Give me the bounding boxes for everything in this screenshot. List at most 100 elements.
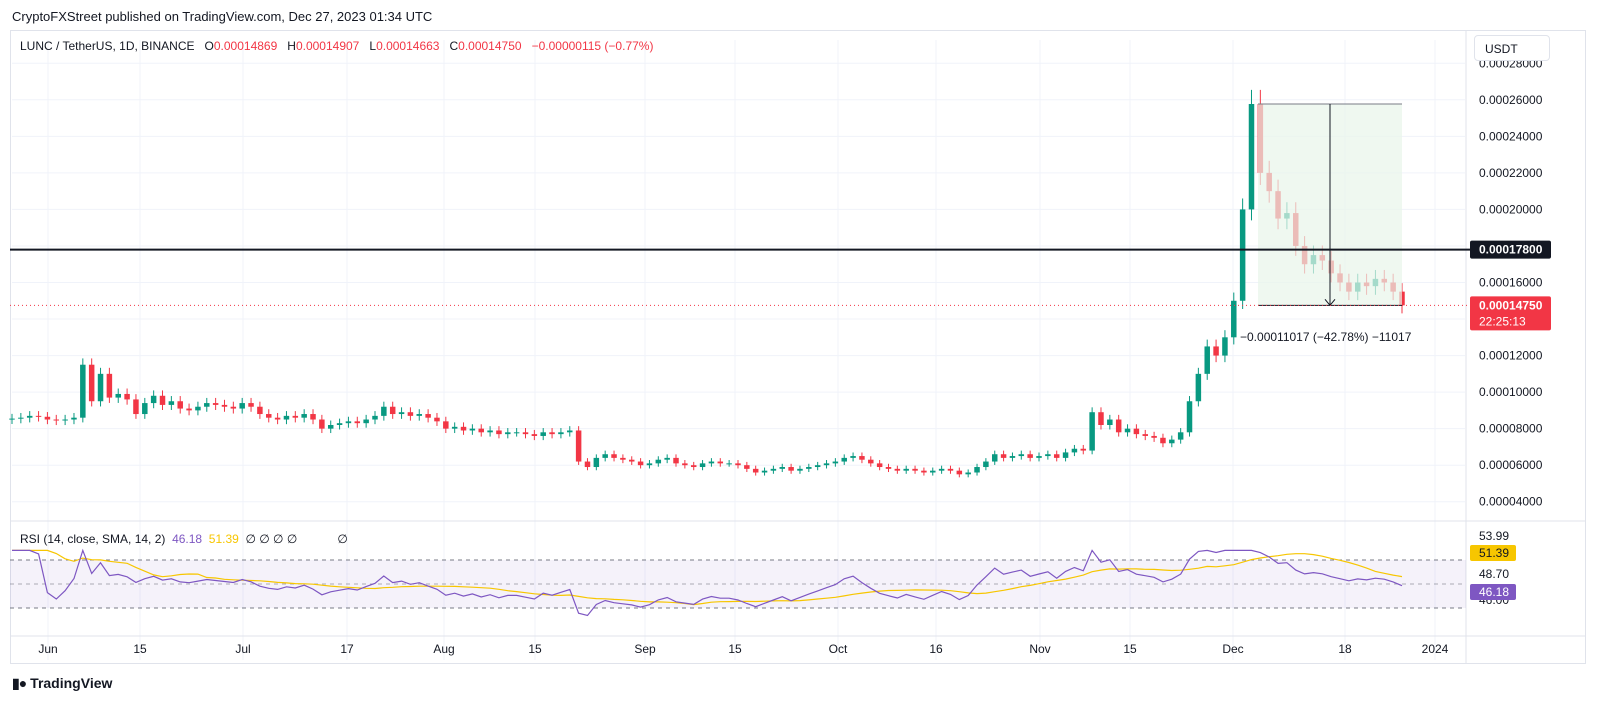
time-axis-label: Sep xyxy=(634,642,656,656)
candle-body xyxy=(531,434,538,436)
candle-body xyxy=(44,416,51,420)
time-axis-label: Dec xyxy=(1222,642,1243,656)
footer-logo-text: TradingView xyxy=(30,675,113,691)
candle-body xyxy=(841,457,847,462)
candle-body xyxy=(629,459,635,462)
candle-body xyxy=(788,467,794,471)
level-tag-text: 0.00017800 xyxy=(1479,243,1543,257)
candle-body xyxy=(974,467,980,473)
candle-body xyxy=(97,373,104,402)
candle-body xyxy=(26,415,33,418)
symbol-label[interactable]: LUNC / TetherUS, 1D, BINANCE xyxy=(20,39,195,53)
candle-body xyxy=(699,463,706,468)
candle-body xyxy=(319,419,325,429)
change-value: −0.00000115 (−0.77%) xyxy=(531,39,654,53)
candle-body xyxy=(1204,346,1210,374)
candle-body xyxy=(744,465,750,469)
low-value: 0.00014663 xyxy=(376,39,440,53)
candle-body xyxy=(487,430,493,433)
candle-body xyxy=(1239,209,1246,301)
candle-body xyxy=(1053,454,1060,458)
candle-body xyxy=(567,430,573,433)
candle-body xyxy=(637,461,644,466)
low-label: L xyxy=(369,39,377,53)
candle-body xyxy=(1248,104,1255,210)
candle-body xyxy=(221,404,228,407)
candle-body xyxy=(620,457,626,460)
candle-body xyxy=(354,421,361,424)
candle-body xyxy=(947,468,954,471)
candle-body xyxy=(389,406,396,415)
price-axis-tick: 0.00010000 xyxy=(1479,385,1543,399)
candle-body xyxy=(292,415,299,418)
rsi-tag-bg xyxy=(1470,584,1516,600)
time-axis-label: Oct xyxy=(829,642,848,656)
candle-body xyxy=(575,430,582,462)
candle-body xyxy=(1062,452,1069,458)
candle-body xyxy=(1160,437,1166,444)
footer-logo[interactable]: ▮● TradingView xyxy=(12,675,112,692)
candle-body xyxy=(814,465,821,468)
rsi-placeholder-extra: ∅ xyxy=(337,532,348,546)
rsi-title[interactable]: RSI (14, close, SMA, 14, 2) xyxy=(20,532,166,546)
candle-body xyxy=(602,454,608,458)
candle-body xyxy=(62,419,68,421)
candle-body xyxy=(230,406,237,409)
rsi-axis-tick: 53.99 xyxy=(1479,529,1509,543)
rsi-tag-text: 46.18 xyxy=(1479,585,1509,599)
candle-body xyxy=(177,401,183,409)
candle-body xyxy=(876,463,883,468)
candle-body xyxy=(752,468,759,473)
candle-body xyxy=(513,432,520,434)
candle-body xyxy=(195,406,201,411)
candle-body xyxy=(425,414,431,418)
candle-body xyxy=(593,457,600,468)
measure-label: −0.00011017 (−42.78%) −11017 xyxy=(1240,330,1412,344)
candle-body xyxy=(1213,346,1219,356)
last-price-tag-bg xyxy=(1470,296,1551,331)
rsi-sma-tag-text: 51.39 xyxy=(1479,546,1509,560)
time-axis-label: 15 xyxy=(1123,642,1137,656)
candle-body xyxy=(168,401,175,405)
candle-body xyxy=(336,423,343,425)
candle-body xyxy=(1186,401,1193,433)
candle-body xyxy=(150,395,157,404)
candle-body xyxy=(584,461,591,468)
rsi-line xyxy=(12,548,1403,617)
candle-body xyxy=(558,432,564,435)
candle-body xyxy=(372,415,378,420)
candle-body xyxy=(823,463,830,466)
chart-frame[interactable] xyxy=(10,30,1586,664)
candle-body xyxy=(726,463,732,465)
candle-body xyxy=(133,399,139,415)
candle-body xyxy=(717,461,724,464)
rsi-legend: RSI (14, close, SMA, 14, 2) 46.18 51.39 … xyxy=(20,532,348,546)
time-axis-label: Nov xyxy=(1029,642,1050,656)
candle-body xyxy=(266,414,272,418)
candle-body xyxy=(1089,412,1095,451)
open-value: 0.00014869 xyxy=(213,39,278,53)
candle-body xyxy=(327,425,334,429)
candle-body xyxy=(18,417,24,419)
candle-body xyxy=(1107,419,1113,425)
candle-body xyxy=(345,421,352,424)
candle-body xyxy=(761,470,768,473)
candle-body xyxy=(142,403,148,415)
candle-body xyxy=(673,457,679,464)
candle-body xyxy=(850,456,856,458)
candle-body xyxy=(212,403,219,405)
price-legend: LUNC / TetherUS, 1D, BINANCE O0.00014869… xyxy=(20,39,653,53)
candle-body xyxy=(115,393,121,398)
currency-button[interactable]: USDT xyxy=(1474,35,1550,61)
candle-body xyxy=(381,406,387,416)
rsi-value: 46.18 xyxy=(172,532,203,546)
candle-body xyxy=(496,430,502,435)
candle-body xyxy=(956,470,963,475)
candle-body xyxy=(505,432,511,435)
candle-body xyxy=(71,417,77,420)
candle-body xyxy=(460,426,467,431)
candle-body xyxy=(186,408,192,411)
candle-body xyxy=(1098,412,1104,425)
time-axis-label: 2024 xyxy=(1422,642,1449,656)
